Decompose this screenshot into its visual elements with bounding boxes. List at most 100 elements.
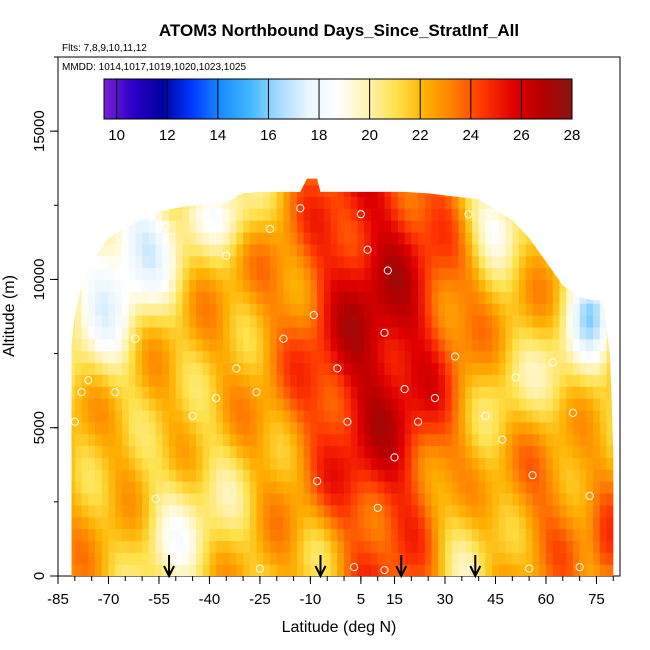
heatmap-cell [411,433,419,447]
heatmap-cell [492,362,500,375]
heatmap-cell [424,445,433,458]
heatmap-cell [310,303,318,316]
heatmap-cell [270,267,278,281]
heatmap-cell [162,433,170,447]
heatmap-cell [310,552,318,565]
heatmap-cell [391,231,399,245]
heatmap-cell [121,315,130,328]
heatmap-cell [88,267,96,281]
heatmap-cell [438,303,446,316]
heatmap-cell [189,315,197,328]
heatmap-cell [606,398,614,411]
heatmap-cell [236,492,244,506]
heatmap-cell [195,315,204,328]
heatmap-cell [142,231,150,245]
heatmap-cell [337,469,345,482]
flight-arrow-head [395,565,408,579]
heatmap-cell [263,338,271,352]
heatmap-cell [525,255,534,269]
heatmap-cell [545,338,554,352]
heatmap-cell [505,398,513,411]
heatmap-cell [216,326,224,340]
heatmap-cell [323,291,332,304]
heatmap-cell [471,528,480,542]
heatmap-cell [81,552,89,565]
heatmap-cell [81,350,89,364]
heatmap-cell [424,409,433,423]
heatmap-cell [606,504,614,518]
heatmap-cell [606,528,614,542]
heatmap-cell [599,315,608,328]
heatmap-cell [135,421,143,435]
heatmap-cell [552,303,561,316]
heatmap-cell [397,433,406,447]
heatmap-cell [539,374,547,387]
heatmap-cell [317,492,325,506]
heatmap-cell [310,421,318,435]
heatmap-cell [222,326,231,340]
heatmap-cell [586,433,594,447]
heatmap-cell [579,386,587,399]
heatmap-cell [465,398,473,411]
heatmap-cell [431,409,439,423]
heatmap-cell [115,326,123,340]
heatmap-cell [525,421,534,435]
heatmap-cell [216,374,224,387]
heatmap-cell [317,243,325,257]
heatmap-cell [101,362,110,375]
heatmap-cell [195,350,204,364]
heatmap-cell [364,220,372,233]
heatmap-cell [115,374,123,387]
heatmap-cell [169,291,177,304]
observation-point [309,310,318,320]
heatmap-cell [545,564,554,576]
heatmap-cell [222,540,231,553]
heatmap-cell [512,326,520,340]
heatmap-cell [599,386,608,399]
heatmap-cell [182,315,190,328]
heatmap-cell [74,350,83,364]
heatmap-cell [330,445,338,458]
heatmap-cell [512,231,520,245]
observation-point [373,503,382,512]
heatmap-cell [498,350,507,364]
heatmap-cell [276,196,285,209]
heatmap-cell [296,552,305,565]
heatmap-cell [431,481,439,494]
heatmap-cell [88,564,96,576]
heatmap-cell [539,516,547,530]
heatmap-cell [391,564,399,576]
heatmap-cell [229,303,237,316]
heatmap-cell [182,326,190,340]
heatmap-cell [445,362,453,375]
heatmap-cell [485,291,493,304]
heatmap-cell [350,315,359,328]
heatmap-cell [81,457,89,470]
heatmap-cell [445,469,453,482]
heatmap-cell [424,231,433,245]
observation-point [568,408,577,417]
heatmap-cell [243,326,251,340]
heatmap-cell [296,267,305,281]
heatmap-cell [71,492,76,506]
observation-point [343,417,352,426]
heatmap-cell [162,279,170,292]
heatmap-cell [74,326,83,340]
heatmap-cell [384,409,392,423]
heatmap-cell [337,243,345,257]
heatmap-cell [162,540,170,553]
heatmap-cell [566,421,574,435]
heatmap-cell [88,279,96,292]
heatmap-cell [370,433,379,447]
heatmap-cell [249,279,258,292]
heatmap-cell [88,457,96,470]
heatmap-cell [397,267,406,281]
heatmap-cell [370,208,379,221]
heatmap-cell [404,492,412,506]
heatmap-cell [249,516,258,530]
heatmap-cell [216,421,224,435]
heatmap-cell [270,445,278,458]
heatmap-cell [216,516,224,530]
heatmap-cell [88,469,96,482]
heatmap-cell [202,208,211,221]
